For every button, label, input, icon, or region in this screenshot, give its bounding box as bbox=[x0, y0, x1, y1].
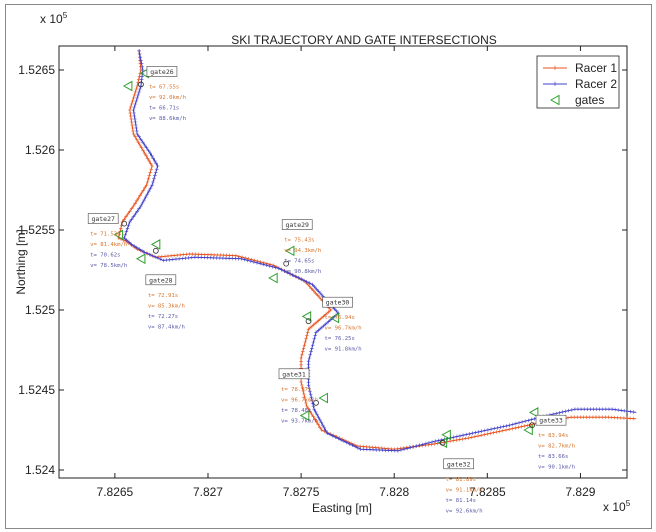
gate-label: gate31 bbox=[282, 370, 306, 378]
gate-stat: t= 67.55s bbox=[149, 84, 179, 90]
gate-stat: v= 90.8km/h bbox=[284, 269, 321, 275]
gate-intersection bbox=[152, 247, 159, 254]
gate-triangle bbox=[523, 424, 533, 436]
gate-stat: v= 88.6km/h bbox=[149, 116, 186, 122]
gate-stat: t= 83.94s bbox=[538, 433, 568, 439]
gate-stat: t= 72.27s bbox=[148, 314, 178, 320]
gate-triangle bbox=[299, 410, 310, 421]
gate-triangle bbox=[301, 311, 312, 322]
gate-stat: v= 93.7km/h bbox=[281, 418, 318, 424]
y-exponent: x 105 bbox=[40, 11, 68, 26]
gate-stat: v= 91.8km/h bbox=[325, 347, 362, 353]
gate-label-box bbox=[281, 219, 313, 230]
gate-stat: t= 75.43s bbox=[284, 238, 314, 244]
gate-triangle bbox=[441, 429, 451, 441]
gate-stat: v= 91.1km/h bbox=[446, 487, 483, 493]
gate-stat: v= 81.4km/h bbox=[90, 242, 127, 248]
gate-stat: v= 82.7km/h bbox=[538, 444, 575, 450]
gate-stat: t= 72.91s bbox=[148, 293, 178, 299]
gate-triangle bbox=[528, 407, 539, 418]
gate-stat: v= 90.1km/h bbox=[538, 465, 575, 471]
gate-intersection bbox=[138, 81, 144, 88]
gate-label-box bbox=[443, 458, 474, 470]
gate-label: gate29 bbox=[285, 221, 309, 229]
gate-label-box bbox=[87, 213, 119, 224]
gate-intersection bbox=[283, 260, 290, 267]
legend-triangle-icon bbox=[549, 94, 560, 106]
x-tick-label: 7.8275 bbox=[283, 485, 320, 499]
gate-intersection bbox=[305, 318, 312, 325]
gate-stat: t= 76.25s bbox=[325, 336, 355, 342]
gate-intersection bbox=[121, 220, 128, 227]
x-tick-label: 7.828 bbox=[379, 485, 409, 499]
gate-stat: t= 81.89s bbox=[446, 477, 476, 483]
gate-stat: t= 66.71s bbox=[149, 105, 179, 111]
gate-stat: v= 85.3km/h bbox=[148, 303, 185, 309]
gate-triangle bbox=[113, 229, 124, 241]
gate-annotations: gate26 t= 67.55s v= 92.0km/h t= 66.71s v= 88… bbox=[87, 66, 575, 514]
gate-label: gate27 bbox=[91, 215, 115, 223]
gate-stat: v= 94.3km/h bbox=[284, 248, 321, 254]
gate-triangle bbox=[122, 80, 133, 92]
y-tick-label: 1.525 bbox=[25, 303, 55, 317]
gate-stat: t= 81.14s bbox=[446, 498, 476, 504]
gate-stat: t= 74.65s bbox=[284, 259, 314, 265]
gate-triangle bbox=[329, 312, 340, 324]
y-tick-label: 1.5245 bbox=[18, 383, 55, 397]
x-exponent: x 105 bbox=[603, 499, 631, 514]
axis-ticks: 7.8265 7.827 7.8275 7.828 7.8285 7.829 1.524 1.… bbox=[18, 46, 627, 499]
gate-label-box bbox=[278, 368, 310, 380]
y-tick-label: 1.524 bbox=[25, 463, 55, 477]
gate-stat: v= 92.6km/h bbox=[446, 508, 483, 514]
y-axis-label: Northing [m] bbox=[14, 229, 28, 294]
legend-label-racer2: Racer 2 bbox=[575, 77, 617, 91]
gate-stat: v= 78.5km/h bbox=[90, 263, 127, 269]
gate-triangle bbox=[135, 253, 146, 265]
legend-plus-racer2: + bbox=[552, 79, 557, 89]
legend-label-racer1: Racer 1 bbox=[575, 61, 617, 75]
gate-stat: v= 96.7km/h bbox=[325, 326, 362, 332]
gate-label: gate28 bbox=[149, 276, 173, 284]
gate-stat: v= 87.4km/h bbox=[148, 324, 185, 330]
gate-stat: v= 96.7km/h bbox=[281, 397, 318, 403]
gate-triangle bbox=[284, 245, 295, 257]
gate-stat: v= 92.0km/h bbox=[149, 95, 186, 101]
y-tick-label: 1.5255 bbox=[18, 223, 55, 237]
x-tick-label: 7.827 bbox=[193, 485, 223, 499]
chart-title: SKI TRAJECTORY AND GATE INTERSECTIONS bbox=[231, 33, 497, 47]
y-tick-label: 1.526 bbox=[25, 143, 55, 157]
gate-stat: t= 76.94s bbox=[325, 315, 355, 321]
x-axis-label: Easting [m] bbox=[312, 501, 372, 515]
gate-triangle bbox=[150, 239, 161, 250]
gate-label: gate32 bbox=[447, 460, 471, 468]
gate-stat: t= 78.97s bbox=[281, 387, 311, 393]
gate-triangle bbox=[268, 272, 278, 284]
gate-stat: t= 70.62s bbox=[90, 253, 120, 259]
gate-label-box bbox=[322, 296, 353, 308]
x-tick-label: 7.8285 bbox=[469, 485, 506, 499]
y-tick-label: 1.5265 bbox=[18, 63, 55, 77]
plot-area bbox=[58, 45, 628, 479]
gate-intersection bbox=[313, 399, 319, 406]
gate-triangle bbox=[318, 392, 328, 404]
gate-stat: t= 83.66s bbox=[538, 454, 568, 460]
gate-intersection bbox=[439, 439, 446, 446]
gate-label: gate33 bbox=[539, 417, 563, 425]
x-tick-label: 7.829 bbox=[565, 485, 595, 499]
gate-label: gate26 bbox=[150, 68, 174, 76]
gate-label: gate30 bbox=[326, 299, 350, 307]
legend-plus-racer1: + bbox=[552, 63, 557, 73]
gate-stat: t= 78.48s bbox=[281, 408, 311, 414]
gate-label-box bbox=[145, 274, 177, 286]
gate-stat: t= 71.53s bbox=[90, 232, 120, 238]
legend: + Racer 1 + Racer 2 gates bbox=[536, 55, 620, 109]
gate-intersection bbox=[529, 422, 535, 429]
x-tick-label: 7.8265 bbox=[97, 485, 134, 499]
gate-label-box bbox=[535, 414, 567, 426]
legend-box bbox=[536, 55, 620, 109]
legend-label-gates: gates bbox=[575, 93, 604, 107]
gate-label-box bbox=[146, 66, 178, 77]
